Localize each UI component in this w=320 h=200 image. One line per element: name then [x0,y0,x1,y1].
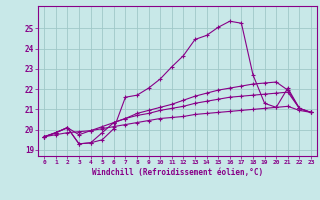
X-axis label: Windchill (Refroidissement éolien,°C): Windchill (Refroidissement éolien,°C) [92,168,263,177]
